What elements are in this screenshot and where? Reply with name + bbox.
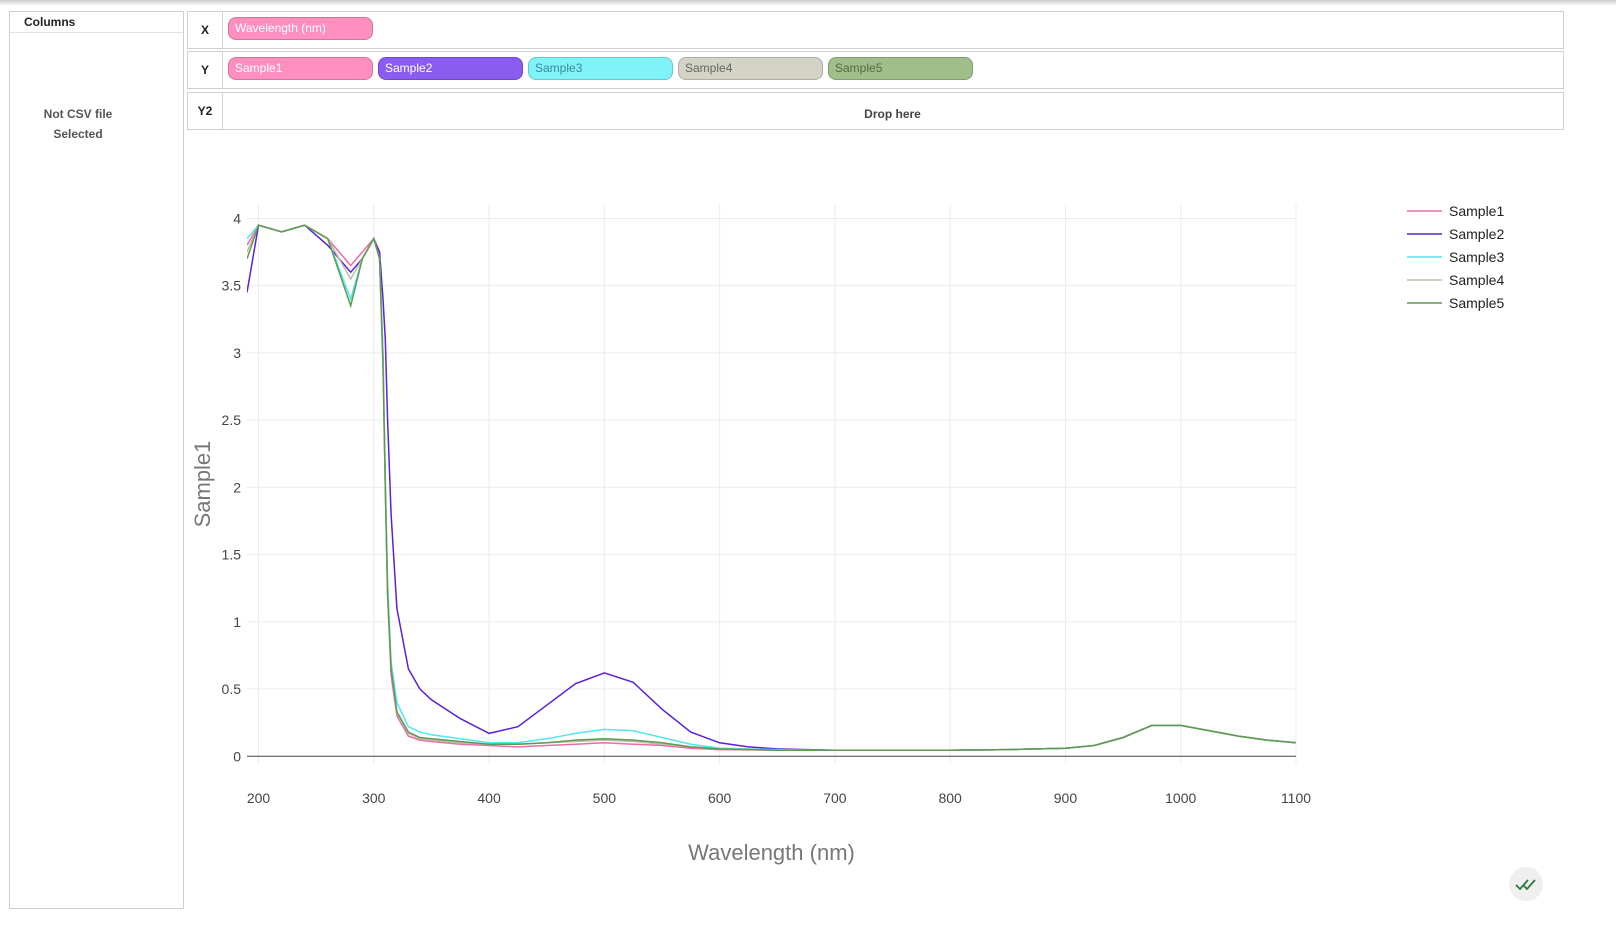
y-pill-sample3[interactable]: Sample3 bbox=[528, 57, 673, 80]
x-tick-label: 600 bbox=[708, 790, 732, 806]
series-line-sample5 bbox=[247, 224, 1296, 751]
y-tick-label: 0 bbox=[233, 748, 241, 764]
y-tick-label: 2.5 bbox=[222, 412, 242, 428]
y-tick-label: 0.5 bbox=[222, 681, 242, 697]
x-tick-label: 1100 bbox=[1281, 790, 1311, 806]
y-tick-label: 2 bbox=[233, 479, 241, 495]
y-pill-sample2[interactable]: Sample2 bbox=[378, 57, 523, 80]
y-pill-sample4[interactable]: Sample4 bbox=[678, 57, 823, 80]
y-axis-pills: Sample1 Sample2 Sample3 Sample4 Sample5 bbox=[228, 57, 973, 80]
x-tick-label: 300 bbox=[362, 790, 386, 806]
y-tick-label: 1.5 bbox=[222, 547, 242, 563]
y-axis-label: Y bbox=[188, 52, 223, 88]
x-tick-label: 1000 bbox=[1165, 790, 1196, 806]
y-pill-sample1[interactable]: Sample1 bbox=[228, 57, 373, 80]
x-axis-dropzone[interactable]: X Wavelength (nm) bbox=[187, 11, 1564, 49]
x-tick-label: 400 bbox=[477, 790, 501, 806]
drop-here-placeholder: Drop here bbox=[864, 107, 921, 121]
legend-label-sample4: Sample4 bbox=[1449, 272, 1504, 288]
x-tick-label: 500 bbox=[593, 790, 617, 806]
x-tick-label: 900 bbox=[1054, 790, 1078, 806]
legend-label-sample1: Sample1 bbox=[1449, 203, 1504, 219]
x-axis-title: Wavelength (nm) bbox=[688, 840, 855, 865]
y-tick-label: 3 bbox=[233, 345, 241, 361]
columns-panel: Columns Not CSV file Selected bbox=[9, 11, 184, 909]
double-check-icon bbox=[1515, 879, 1536, 891]
x-axis-pills: Wavelength (nm) bbox=[228, 17, 373, 40]
x-pill-wavelength-nm[interactable]: Wavelength (nm) bbox=[228, 17, 373, 40]
x-tick-label: 800 bbox=[938, 790, 962, 806]
y-axis-title: Sample1 bbox=[190, 441, 215, 528]
no-file-message: Not CSV file Selected bbox=[43, 107, 113, 141]
y2-axis-label: Y2 bbox=[188, 93, 223, 129]
status-button[interactable] bbox=[1509, 867, 1543, 901]
top-shadow-bar bbox=[0, 0, 1616, 6]
legend-label-sample3: Sample3 bbox=[1449, 249, 1504, 265]
x-tick-label: 200 bbox=[247, 790, 271, 806]
y-axis-dropzone[interactable]: Y Sample1 Sample2 Sample3 Sample4 Sample5 bbox=[187, 51, 1564, 89]
x-axis-label: X bbox=[188, 12, 223, 48]
columns-panel-header: Columns bbox=[10, 12, 183, 33]
y-pill-sample5[interactable]: Sample5 bbox=[828, 57, 973, 80]
y-tick-label: 4 bbox=[233, 210, 241, 226]
legend-label-sample2: Sample2 bbox=[1449, 226, 1504, 242]
y-tick-label: 1 bbox=[233, 614, 241, 630]
y2-axis-dropzone[interactable]: Y2 Drop here bbox=[187, 92, 1564, 130]
legend-label-sample5: Sample5 bbox=[1449, 295, 1504, 311]
x-tick-label: 700 bbox=[823, 790, 847, 806]
y-tick-label: 3.5 bbox=[222, 278, 242, 294]
